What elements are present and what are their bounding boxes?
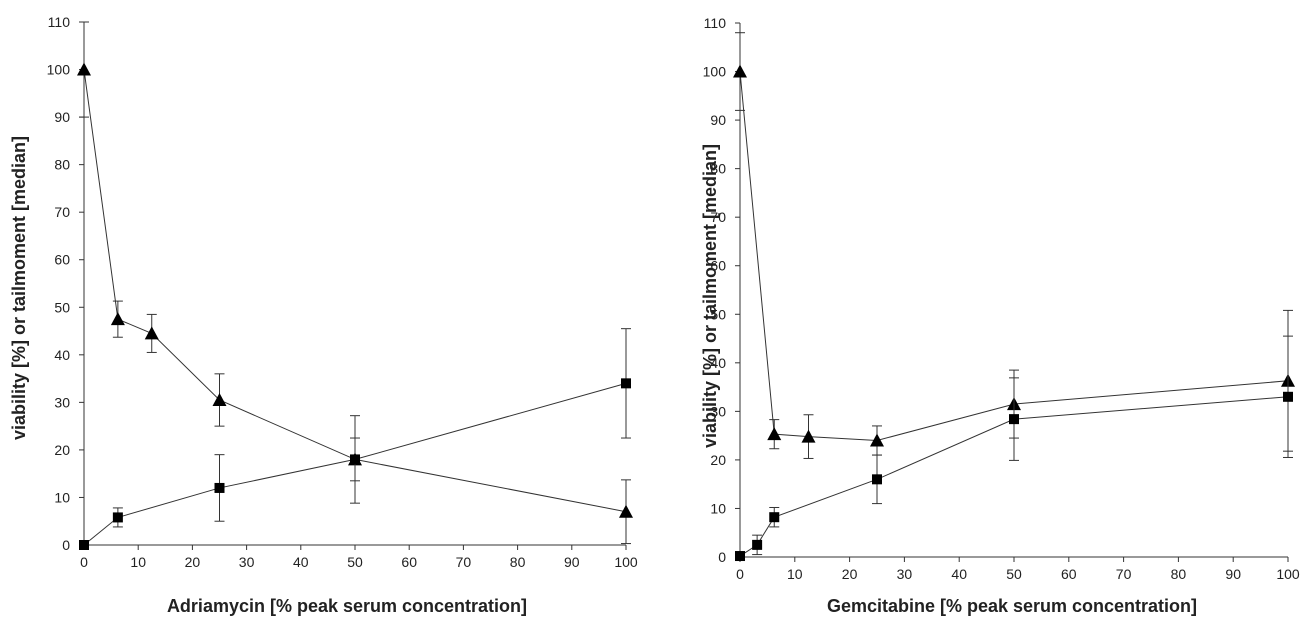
x-tick-label: 70 [456, 554, 472, 570]
x-tick-label: 10 [130, 554, 146, 570]
y-tick-label: 60 [54, 252, 70, 268]
x-tick-label: 80 [510, 554, 526, 570]
y-tick-label: 90 [54, 109, 70, 125]
x-tick-label: 50 [347, 554, 363, 570]
y-tick-label: 10 [54, 489, 70, 505]
data-point-square [350, 454, 360, 465]
y-tick-label: 100 [47, 62, 71, 78]
x-tick-label: 30 [239, 554, 255, 570]
y-tick-label: 20 [54, 442, 70, 458]
data-point-triangle [77, 62, 91, 76]
data-point-triangle [212, 392, 227, 406]
y-tick-label: 110 [48, 14, 71, 30]
data-point-square [214, 482, 225, 493]
x-axis-title: Adriamycin [% peak serum concentration] [167, 596, 527, 616]
data-point-square [621, 378, 631, 389]
y-axis-title: viability [%] or tailmoment [median] [9, 136, 29, 440]
data-point-square [112, 512, 123, 523]
x-tick-label: 100 [614, 554, 638, 570]
series-line-triangle [83, 69, 627, 513]
x-tick-label: 60 [401, 554, 417, 570]
y-tick-label: 70 [54, 204, 70, 220]
y-tick-label: 0 [62, 537, 70, 553]
x-tick-label: 0 [80, 554, 88, 570]
y-tick-label: 50 [54, 299, 70, 315]
data-point-triangle [110, 312, 125, 326]
y-tick-label: 40 [54, 347, 70, 363]
data-point-triangle [619, 504, 633, 518]
y-tick-label: 80 [54, 157, 70, 173]
x-tick-label: 90 [564, 554, 580, 570]
x-tick-label: 40 [293, 554, 309, 570]
y-tick-label: 30 [54, 394, 70, 410]
data-point-square [79, 540, 89, 550]
x-tick-label: 20 [185, 554, 201, 570]
data-point-triangle [144, 326, 159, 340]
